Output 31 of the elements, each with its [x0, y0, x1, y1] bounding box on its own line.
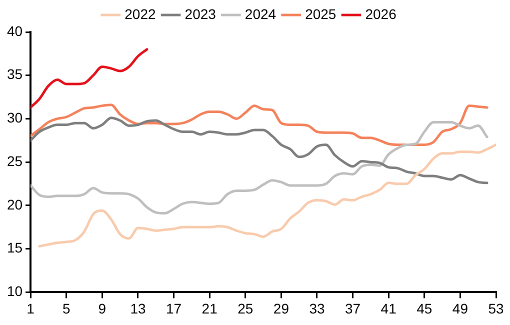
x-tick-label: 25 — [238, 300, 254, 316]
x-tick-label: 21 — [202, 300, 218, 316]
y-tick-label: 25 — [6, 152, 23, 169]
x-tick-label: 53 — [488, 300, 504, 316]
y-tick-label: 20 — [6, 196, 23, 212]
y-tick-label: 10 — [6, 283, 23, 300]
legend-label: 2022 — [124, 6, 156, 22]
x-tick-label: 41 — [380, 300, 397, 316]
x-tick-label: 49 — [452, 300, 468, 316]
x-tick-label: 9 — [98, 300, 106, 316]
y-tick-label: 40 — [6, 22, 23, 39]
x-tick-label: 17 — [166, 300, 182, 316]
line-series — [30, 120, 488, 215]
y-tick-label: 30 — [6, 110, 23, 126]
y-tick-label: 15 — [6, 240, 23, 256]
legend-label: 2026 — [365, 6, 397, 22]
x-tick-label: 37 — [345, 300, 361, 316]
x-tick-label: 1 — [26, 300, 35, 316]
x-tick-label: 13 — [130, 300, 146, 316]
y-tick-label: 35 — [6, 66, 23, 82]
legend-label: 2025 — [305, 6, 336, 22]
legend-label: 2023 — [184, 6, 216, 22]
legend-label: 2024 — [244, 6, 276, 22]
line-series — [30, 48, 148, 109]
x-tick-label: 45 — [416, 300, 432, 316]
line-series — [30, 116, 488, 184]
x-tick-label: 33 — [309, 300, 325, 316]
line-series — [38, 144, 496, 248]
x-tick-label: 5 — [62, 300, 70, 316]
x-tick-label: 29 — [273, 300, 290, 316]
line-series — [30, 104, 488, 146]
